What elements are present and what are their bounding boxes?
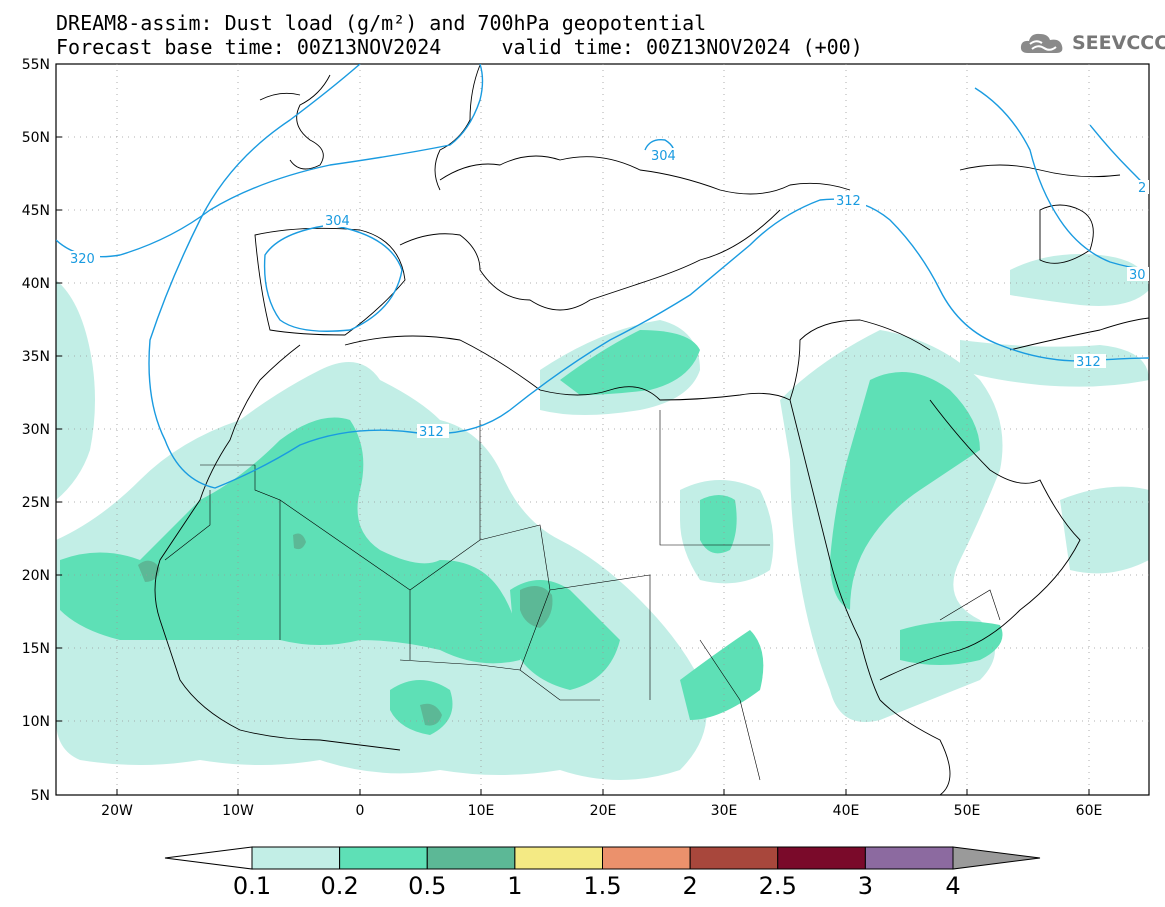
colorbar <box>164 846 1041 870</box>
seevccc-logo: SEEVCCC <box>1018 28 1165 58</box>
dust-area-atlantic-north <box>56 280 95 500</box>
gridlines <box>56 64 1149 795</box>
dust-area-dark-1 <box>520 586 553 628</box>
lon-label: 20E <box>590 803 617 819</box>
dust-area-iran <box>960 340 1149 387</box>
lon-label: 60E <box>1076 803 1103 819</box>
colorbar-segment <box>689 846 779 870</box>
axis-ticks <box>56 63 1090 796</box>
lat-label: 50N <box>22 130 50 146</box>
colorbar-label: 2.5 <box>758 872 797 900</box>
dust-area-dark-4 <box>293 533 306 550</box>
cloud-icon <box>1020 33 1063 53</box>
title-line-1: DREAM8-assim: Dust load (g/m²) and 700hP… <box>56 11 707 35</box>
dust-area-sudan-south <box>680 630 764 720</box>
contour-320 <box>56 64 484 258</box>
dust-area-dark-2 <box>138 560 160 582</box>
lon-label: 30E <box>711 803 738 819</box>
lat-label: 5N <box>31 788 50 804</box>
contour-label: 312 <box>836 194 861 209</box>
dust-area-caspian <box>1010 254 1149 306</box>
latitude-labels: 55N 50N 45N 40N 35N 30N 25N 20N 15N 10N … <box>22 57 50 804</box>
contour-label: 312 <box>1076 355 1101 370</box>
contour-label: 304 <box>651 149 676 164</box>
dust-area-crete <box>560 330 700 395</box>
colorbar-over-arrow <box>952 846 1041 870</box>
lat-label: 30N <box>22 422 50 438</box>
colorbar-segment <box>339 846 428 870</box>
longitude-labels: 20W 10W 0 10E 20E 30E 40E 50E 60E <box>101 803 1102 819</box>
contour-label: 2 <box>1138 181 1146 196</box>
dust-area-iraq <box>830 372 980 610</box>
contour-label: 304 <box>325 214 350 229</box>
lat-label: 20N <box>22 568 50 584</box>
colorbar-label: 0.2 <box>320 872 359 900</box>
title-line-2: Forecast base time: 00Z13NOV2024 valid t… <box>56 35 863 59</box>
lat-label: 25N <box>22 495 50 511</box>
colorbar-label: 0.5 <box>408 872 447 900</box>
country-borders <box>164 410 1001 781</box>
contour-300-east <box>974 87 1149 271</box>
lat-label: 40N <box>22 276 50 292</box>
lat-label: 55N <box>22 57 50 73</box>
lat-label: 45N <box>22 203 50 219</box>
colorbar-label: 3 <box>857 872 874 900</box>
contour-label: 30 <box>1129 268 1146 283</box>
colorbar-label: 4 <box>945 872 961 900</box>
colorbar-label: 1.5 <box>583 872 622 900</box>
dust-area-egypt <box>700 495 737 554</box>
dust-area-yemen <box>900 621 1003 665</box>
colorbar-segment <box>251 846 341 870</box>
colorbar-under-arrow <box>164 846 253 870</box>
dust-area-dark-3 <box>420 703 442 726</box>
lon-label: 10W <box>222 803 254 819</box>
colorbar-label: 2 <box>682 872 698 900</box>
colorbar-segment <box>514 846 603 870</box>
colorbar-label: 0.1 <box>232 872 272 900</box>
dust-area-mauritania-mali <box>60 417 520 664</box>
lon-label: 50E <box>954 803 981 819</box>
contour-312-main <box>148 64 1149 489</box>
lat-label: 10N <box>22 714 50 730</box>
contour-label: 312 <box>419 425 444 440</box>
dust-area-arabian-sea <box>1060 486 1149 574</box>
colorbar-segment <box>777 846 866 870</box>
lon-label: 40E <box>833 803 860 819</box>
colorbar-segment <box>602 846 691 870</box>
lon-label: 10E <box>468 803 495 819</box>
logo-text: SEEVCCC <box>1072 32 1165 54</box>
lon-label: 20W <box>101 803 133 819</box>
colorbar-label: 1 <box>507 872 523 900</box>
dust-field <box>56 254 1149 780</box>
contour-304-west <box>263 224 403 332</box>
lat-label: 15N <box>22 641 50 657</box>
colorbar-segment <box>426 846 516 870</box>
lon-label: 0 <box>356 803 365 819</box>
lat-label: 35N <box>22 349 50 365</box>
contour-labels: 320 304 312 304 312 312 30 2 <box>68 148 1149 440</box>
contour-label: 320 <box>70 252 95 267</box>
coastlines <box>154 64 1149 795</box>
colorbar-segment <box>864 846 954 870</box>
